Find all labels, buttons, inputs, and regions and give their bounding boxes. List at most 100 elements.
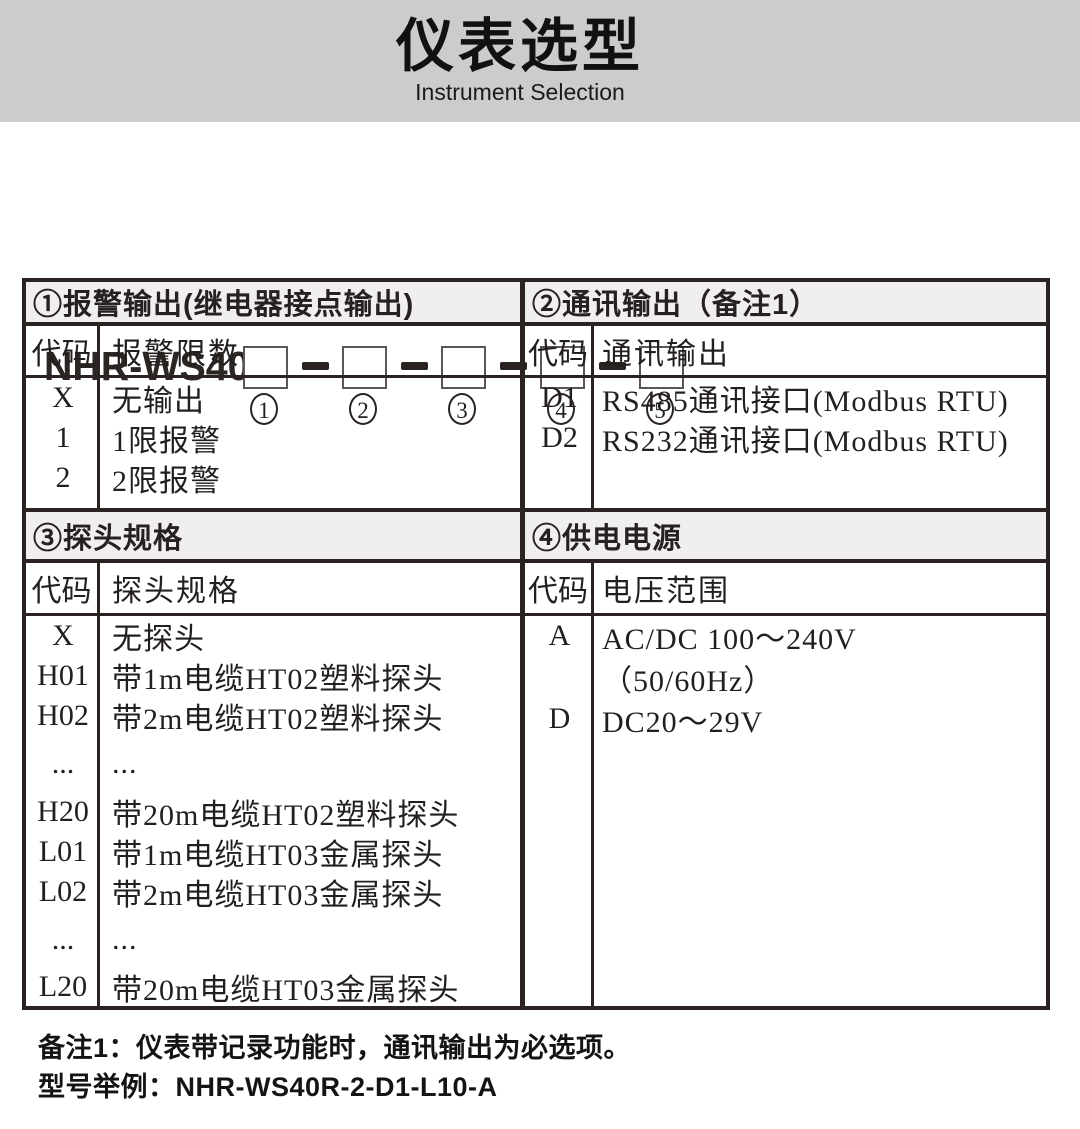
desc-cell: 无输出 [112,385,205,418]
section-rows: X 无输出 1 1限报警 2 2限报警 [26,378,520,512]
desc-cell: 带2m电缆HT02塑料探头 [112,703,444,736]
desc-cell: ... [112,747,138,780]
column-header-desc: 通讯输出 [602,337,730,371]
section-probe-spec: ③探头规格 代码 探头规格 X 无探头 H01 带1m电缆HT02塑料探头 H02 带2m… [26,512,520,1007]
table-row: A AC/DC 100～240V [525,616,1046,656]
table-row: H02 带2m电缆HT02塑料探头 [26,696,520,736]
table-left-column: ①报警输出(继电器接点输出) 代码 报警限数 X 无输出 1 1限报警 2 2限报警 ③探… [26,282,520,1007]
desc-cell: ... [112,923,138,956]
table-row: L02 带2m电缆HT03金属探头 [26,872,520,912]
dash-separator [302,362,329,370]
column-header-desc: 电压范围 [602,575,730,608]
footer-notes: 备注1：仪表带记录功能时，通讯输出为必选项。 型号举例：NHR-WS40R-2-D… [38,1034,631,1112]
table-row: D2 RS232通讯接口(Modbus RTU) [525,418,1046,458]
desc-cell: RS232通讯接口(Modbus RTU) [602,425,1009,458]
code-cell: L02 [38,875,88,908]
note-line: 备注1：仪表带记录功能时，通讯输出为必选项。 [38,1033,632,1063]
column-header-row: 代码 通讯输出 [525,326,1046,378]
table-center-divider [520,282,525,1006]
model-code-box-2 [342,346,387,389]
code-cell: X [52,381,74,414]
selection-table: ①报警输出(继电器接点输出) 代码 报警限数 X 无输出 1 1限报警 2 2限报警 ③探… [22,278,1050,1010]
section-title-power-supply: ④供电电源 [525,512,1046,563]
code-cell: A [548,619,571,652]
dash-separator [599,362,626,370]
code-cell: X [52,619,74,652]
table-row: X 无探头 [26,616,520,656]
model-code-box-5 [639,346,684,389]
dash-separator [500,362,527,370]
desc-cell: 带1m电缆HT02塑料探头 [112,663,444,696]
table-row: D DC20～29V [525,699,1046,739]
code-cell: H02 [37,699,89,732]
model-code-box-3 [441,346,486,389]
model-code-box-1 [243,346,288,389]
desc-cell: 带1m电缆HT03金属探头 [112,839,444,872]
column-header-row: 代码 电压范围 [525,563,1046,616]
table-row: 2 2限报警 [26,458,520,498]
dash-separator [401,362,428,370]
desc-cell: 带2m电缆HT03金属探头 [112,879,444,912]
table-right-column: ②通讯输出（备注1） 代码 通讯输出 D1 RS485通讯接口(Modbus RT… [525,282,1046,1006]
code-cell: H01 [37,659,89,692]
column-header-desc: 报警限数 [112,337,240,371]
table-row: ...... [26,912,520,968]
table-row: H01 带1m电缆HT02塑料探头 [26,656,520,696]
table-row: X 无输出 [26,378,520,418]
code-cell: L20 [38,970,88,1003]
table-row: （50/60Hz） [525,656,1046,699]
table-row: H20 带20m电缆HT02塑料探头 [26,792,520,832]
column-header-row: 代码 报警限数 [26,326,520,378]
section-title-probe-spec: ③探头规格 [26,512,520,563]
table-row: D1 RS485通讯接口(Modbus RTU) [525,378,1046,418]
code-cell [525,656,594,699]
desc-cell: 无探头 [112,623,205,656]
page-title: 仪表选型 [395,14,644,79]
code-cell: D1 [541,381,578,414]
desc-cell: （50/60Hz） [602,664,775,698]
code-cell: D2 [541,421,578,454]
section-alarm-output: ①报警输出(继电器接点输出) 代码 报警限数 X 无输出 1 1限报警 2 2限报警 [26,282,520,512]
column-header-desc: 探头规格 [112,575,240,608]
section-title-comm-output: ②通讯输出（备注1） [525,282,1046,326]
code-cell: 2 [55,461,71,494]
section-rows: A AC/DC 100～240V （50/60Hz） D DC20～29V [525,616,1046,1006]
note-line: 型号举例：NHR-WS40R-2-D1-L10-A [38,1072,498,1102]
desc-cell: 带20m电缆HT02塑料探头 [112,799,460,832]
section-power-supply: ④供电电源 代码 电压范围 A AC/DC 100～240V （50/60Hz） D D… [525,512,1046,1006]
page-subtitle: Instrument Selection [415,79,625,105]
table-row: 1 1限报警 [26,418,520,458]
code-cell: ... [51,923,75,956]
column-header-code: 代码 [525,326,594,375]
circled-number: 3 [448,393,476,425]
title-band: 仪表选型 Instrument Selection [0,0,1080,122]
code-cell: D [548,702,571,735]
section-rows: D1 RS485通讯接口(Modbus RTU) D2 RS232通讯接口(Modbu… [525,378,1046,512]
section-title-alarm-output: ①报警输出(继电器接点输出) [26,282,520,326]
code-cell: ... [51,747,75,780]
column-header-code: 代码 [26,326,100,375]
code-cell: H20 [37,795,89,828]
desc-cell: DC20～29V [602,706,764,739]
section-rows: X 无探头 H01 带1m电缆HT02塑料探头 H02 带2m电缆HT02塑料探头....… [26,616,520,1007]
column-header-code: 代码 [525,563,594,613]
model-ordering-code: NHR-WS40R 1 2 3 4 5 [0,160,1080,425]
code-cell: L01 [38,835,88,868]
section-comm-output: ②通讯输出（备注1） 代码 通讯输出 D1 RS485通讯接口(Modbus RT… [525,282,1046,512]
circled-number: 1 [250,393,278,425]
table-row: ...... [26,736,520,792]
desc-cell: AC/DC 100～240V [602,623,857,656]
desc-cell: 2限报警 [112,465,221,498]
column-header-row: 代码 探头规格 [26,563,520,616]
column-header-code: 代码 [26,563,100,613]
model-code-box-4 [540,346,585,389]
circled-number: 5 [646,393,674,425]
code-cell: 1 [55,421,71,454]
circled-number: 2 [349,393,377,425]
desc-cell: 1限报警 [112,425,221,458]
table-row: L20 带20m电缆HT03金属探头 [26,968,520,1007]
model-prefix: NHR-WS40R [44,343,278,389]
circled-number: 4 [547,393,575,425]
desc-cell: 带20m电缆HT03金属探头 [112,974,460,1007]
